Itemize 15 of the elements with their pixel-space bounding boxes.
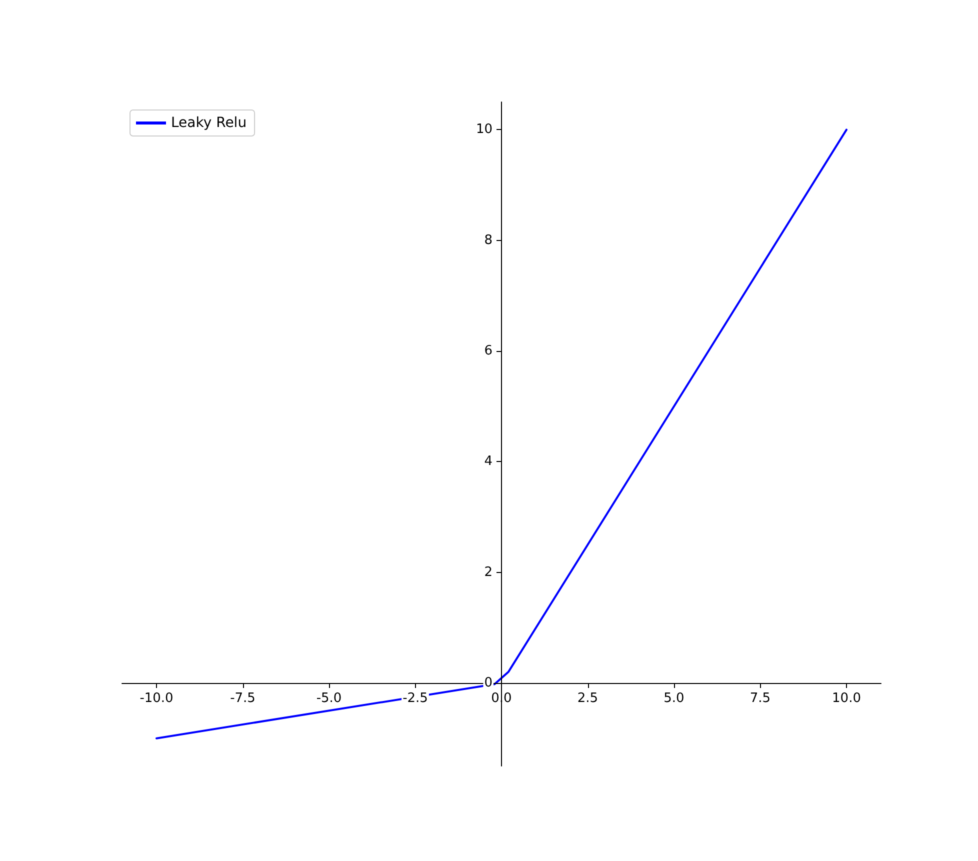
y-tick-label: 6 [484, 344, 492, 358]
x-tick-label: -5.0 [316, 691, 342, 706]
y-tick-label: 10 [476, 122, 492, 138]
x-tick-label: -10.0 [140, 691, 174, 706]
y-tick-label: 2 [484, 564, 492, 580]
legend-label: Leaky Relu [171, 115, 247, 131]
x-tick-label: 2.5 [577, 691, 598, 706]
y-tick-label: 8 [484, 232, 492, 248]
y-tick-label: 0 [484, 676, 492, 690]
x-tick-label: 7.5 [750, 691, 771, 706]
x-tick-label: -7.5 [230, 691, 256, 706]
x-tick-label: 10.0 [832, 691, 861, 706]
x-tick-label: 5.0 [664, 691, 684, 706]
y-tick-label: 4 [484, 454, 492, 470]
x-tick-label: -2.5 [402, 691, 428, 706]
